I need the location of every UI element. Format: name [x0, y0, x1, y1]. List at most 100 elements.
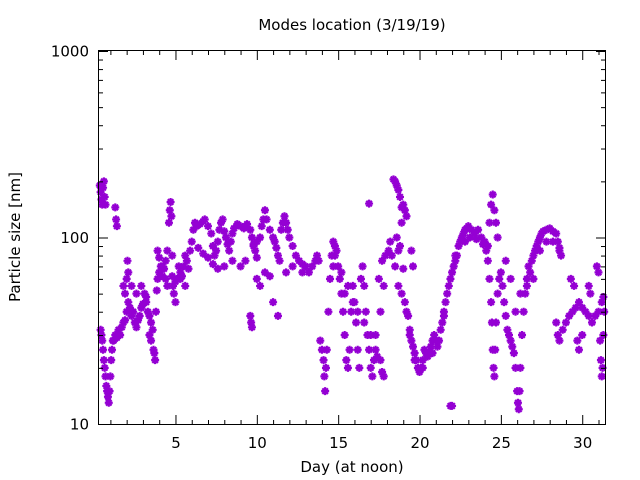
data-point [273, 251, 282, 260]
data-point [215, 225, 224, 234]
data-point [584, 281, 593, 290]
data-point [397, 218, 406, 227]
data-point [501, 256, 510, 265]
data-point [135, 311, 144, 320]
data-point [503, 325, 512, 334]
data-point [545, 224, 554, 233]
data-point [329, 262, 338, 271]
data-point [132, 323, 141, 332]
data-point [97, 195, 106, 204]
data-point [439, 311, 448, 320]
data-point [490, 372, 499, 381]
data-point [446, 274, 455, 283]
data-point [151, 307, 160, 316]
data-point [332, 246, 341, 255]
data-point [114, 325, 123, 334]
x-tick-label: 20 [410, 434, 429, 452]
data-point [161, 274, 170, 283]
data-point [394, 246, 403, 255]
data-point [339, 307, 348, 316]
data-point [204, 253, 213, 262]
data-point [150, 349, 159, 358]
data-point [102, 381, 111, 390]
data-point [228, 229, 237, 238]
data-point [345, 345, 354, 354]
data-point [168, 272, 177, 281]
data-point [353, 307, 362, 316]
data-point [342, 356, 351, 365]
data-point [256, 233, 265, 242]
data-point [145, 331, 154, 340]
y-axis-label: Particle size [nm] [6, 172, 24, 302]
data-point [225, 246, 234, 255]
data-point [405, 331, 414, 340]
data-point [506, 336, 515, 345]
data-point [117, 323, 126, 332]
data-point [221, 233, 230, 242]
data-point [169, 281, 178, 290]
data-point [249, 242, 258, 251]
data-point [132, 289, 141, 298]
data-point [511, 363, 520, 372]
data-point [143, 307, 152, 316]
data-point [348, 281, 357, 290]
data-point [402, 212, 411, 221]
data-point [288, 242, 297, 251]
data-point [368, 372, 377, 381]
data-point [493, 233, 502, 242]
data-point [365, 199, 374, 208]
data-points [95, 175, 609, 414]
data-point [399, 200, 408, 209]
data-point [454, 242, 463, 251]
data-point [121, 316, 130, 325]
data-point [407, 246, 416, 255]
data-point [270, 237, 279, 246]
data-point [498, 281, 507, 290]
chart-title: Modes location (3/19/19) [258, 16, 445, 34]
data-point [155, 268, 164, 277]
data-point [483, 256, 492, 265]
data-point [100, 363, 109, 372]
data-point [226, 237, 235, 246]
data-point [397, 289, 406, 298]
data-point [153, 246, 162, 255]
data-point [335, 274, 344, 283]
data-point [163, 281, 172, 290]
data-point [376, 356, 385, 365]
data-point [449, 262, 458, 271]
data-point [433, 342, 442, 351]
data-point [176, 274, 185, 283]
data-point [360, 318, 369, 327]
data-point [521, 289, 530, 298]
data-point [148, 325, 157, 334]
data-point [542, 237, 551, 246]
data-point [108, 345, 117, 354]
data-point [355, 363, 364, 372]
data-point [317, 345, 326, 354]
data-point [239, 224, 248, 233]
data-point [515, 387, 524, 396]
data-point [208, 242, 217, 251]
data-point [391, 177, 400, 186]
data-point [112, 333, 121, 342]
data-point [392, 181, 401, 190]
data-point [373, 352, 382, 361]
data-point [326, 274, 335, 283]
data-point [478, 240, 487, 249]
data-point [405, 325, 414, 334]
data-point [187, 237, 196, 246]
data-point [402, 307, 411, 316]
data-point [587, 318, 596, 327]
data-point [415, 368, 424, 377]
data-point [106, 372, 115, 381]
data-point [410, 356, 419, 365]
data-point [574, 345, 583, 354]
data-point [140, 289, 149, 298]
data-point [552, 229, 561, 238]
data-point [99, 183, 108, 192]
data-point [228, 256, 237, 265]
data-point [147, 336, 156, 345]
data-point [273, 311, 282, 320]
data-point [597, 298, 606, 307]
data-point [371, 345, 380, 354]
